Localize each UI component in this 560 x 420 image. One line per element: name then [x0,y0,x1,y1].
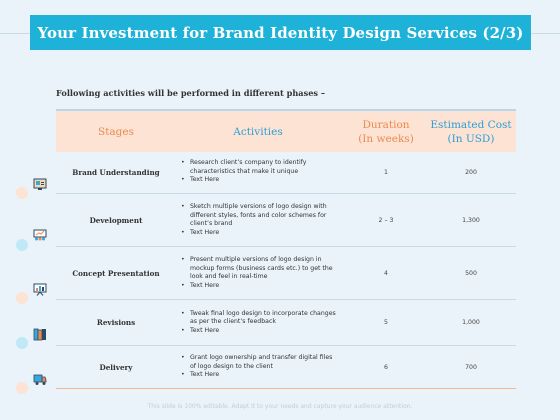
activity-item: Present multiple versions of logo design… [180,256,336,282]
activity-list: Tweak final logo design to incorporate c… [180,310,336,336]
activity-item: Tweak final logo design to incorporate c… [180,310,336,327]
stage-label: Delivery [99,362,133,372]
table-header: Stages Activities Duration (In weeks) Es… [56,109,516,152]
header-duration-line2: (In weeks) [358,132,414,145]
stage-label: Revisions [96,318,136,327]
team-presentation-icon [33,229,47,241]
stage-label: Development [89,215,143,225]
cost-value: 700 [465,363,477,371]
header-duration-line1: Duration [362,118,410,131]
cost-value: 500 [465,269,477,277]
header-stages: Stages [98,125,134,138]
activity-item: Text Here [180,371,336,380]
header-duration: Duration (In weeks) [346,111,426,152]
activity-item: Sketch multiple versions of logo design … [180,203,336,229]
activity-list: Research client’s company to identify ch… [180,159,336,185]
duration-value: 6 [384,363,388,371]
activity-list: Grant logo ownership and transfer digita… [180,354,336,380]
activity-item: Text Here [180,327,336,336]
header-cost-line1: Estimated Cost [430,118,512,131]
duration-value: 2 – 3 [378,216,394,224]
cost-value: 1,000 [462,319,480,326]
table-row: Concept Presentation Present multiple ve… [56,247,516,300]
footer-note: This slide is 100% editable. Adapt it to… [147,403,413,410]
cost-value: 1,300 [462,216,480,224]
intro-text: Following activities will be performed i… [56,88,325,98]
header-cost: Estimated Cost (In USD) [426,111,516,152]
activity-item: Text Here [180,229,336,238]
header-activities: Activities [233,125,283,138]
stage-label: Concept Presentation [72,268,160,278]
briefcase-board-icon [33,178,47,190]
document-folder-icon [33,328,46,341]
duration-value: 5 [384,319,388,326]
duration-value: 1 [384,168,388,176]
duration-value: 4 [384,269,388,277]
activity-item: Research client’s company to identify ch… [180,159,336,176]
decor-dot-peach [16,382,28,394]
table-row: Revisions Tweak final logo design to inc… [56,300,516,346]
page-title: Your Investment for Brand Identity Desig… [30,15,531,50]
decor-dot-peach [16,187,28,199]
decor-dot-blue [16,239,28,251]
activity-list: Sketch multiple versions of logo design … [180,203,336,237]
presentation-board-icon [33,283,47,296]
activity-list: Present multiple versions of logo design… [180,256,336,290]
cost-value: 200 [465,168,477,176]
table-row: Development Sketch multiple versions of … [56,194,516,247]
activity-item: Text Here [180,176,336,185]
table-row: Brand Understanding Research client’s co… [56,151,516,194]
decor-dot-peach [16,292,28,304]
table-row: Delivery Grant logo ownership and transf… [56,346,516,389]
activity-item: Grant logo ownership and transfer digita… [180,354,336,371]
delivery-truck-icon [33,374,47,385]
activity-item: Text Here [180,282,336,291]
header-cost-line2: (In USD) [447,132,495,145]
decor-dot-blue [16,337,28,349]
stage-label: Brand Understanding [72,167,160,177]
